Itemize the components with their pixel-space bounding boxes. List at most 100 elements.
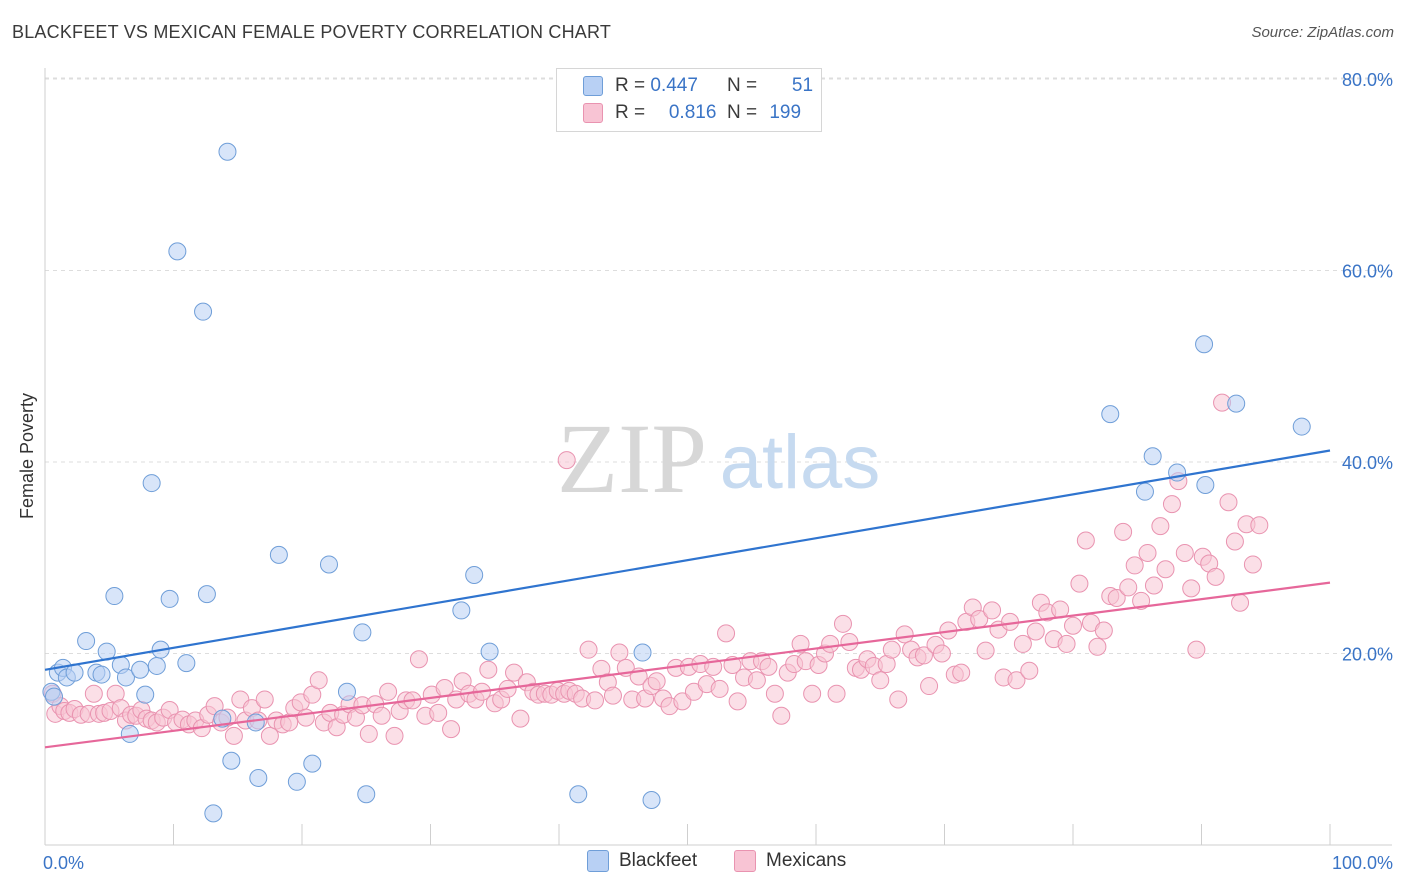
source-label: Source: ZipAtlas.com [1251, 24, 1394, 41]
y-axis-label: Female Poverty [17, 393, 37, 519]
mexicans-point [1182, 579, 1201, 598]
blackfeet-point [177, 654, 196, 673]
legend-n-value: 51 [791, 75, 814, 96]
mexicans-point [260, 726, 279, 745]
mexicans-point [479, 660, 498, 679]
mexicans-point [1125, 556, 1144, 575]
mexicans-point [1132, 591, 1151, 610]
y-tick-label: 60.0% [1342, 262, 1393, 282]
blackfeet-point [1101, 405, 1120, 424]
blackfeet-point [197, 585, 216, 604]
legend-item-blackfeet[interactable]: Blackfeet [587, 850, 697, 872]
mexicans-point [673, 692, 692, 711]
mexicans-point [1138, 543, 1157, 562]
mexicans-point [1156, 560, 1175, 579]
mexicans-point [1107, 588, 1126, 607]
tick-labels: 20.0% 40.0% 60.0% 80.0% 0.0% 100.0% [43, 70, 1393, 873]
mexicans-point [1225, 532, 1244, 551]
legend-item-mexicans[interactable]: Mexicans [734, 850, 846, 872]
mexicans-point [759, 657, 778, 676]
chart-title: BLACKFEET VS MEXICAN FEMALE POVERTY CORR… [12, 22, 612, 42]
grid-lines [45, 77, 1392, 654]
mexicans-point [1151, 517, 1170, 536]
legend-row-blackfeet: R = 0.447 N = 51 [583, 73, 813, 99]
blackfeet-point [1195, 335, 1214, 354]
mexicans-point [1088, 637, 1107, 656]
mexicans-point [889, 690, 908, 709]
mexicans-point [1219, 493, 1238, 512]
mexicans-point [1162, 495, 1181, 514]
mexicans-point [914, 646, 933, 665]
y-tick-label: 20.0% [1342, 645, 1393, 665]
mexicans-point [296, 708, 315, 727]
mexicans-point [505, 663, 524, 682]
axes [44, 68, 1392, 846]
mexicans-point [442, 720, 461, 739]
legend-r-label: R = [615, 102, 646, 123]
blackfeet-point [246, 713, 265, 732]
blackfeet-point [213, 709, 232, 728]
blackfeet-point [249, 768, 268, 787]
mexicans-point [610, 643, 629, 662]
mexicans-point [717, 624, 736, 643]
y-tick-label: 40.0% [1342, 453, 1393, 473]
blackfeet-point [303, 754, 322, 773]
mexicans-point [409, 650, 428, 669]
x-tick-label: 100.0% [1332, 853, 1393, 873]
watermark: ZIP atlas [557, 403, 880, 514]
legend-label-blackfeet: Blackfeet [619, 850, 698, 871]
blackfeet-point [269, 545, 288, 564]
blackfeet-point [44, 687, 63, 706]
mexicans-point [827, 684, 846, 703]
y-tick-label: 80.0% [1342, 70, 1393, 90]
mexicans-point [1175, 543, 1194, 562]
mexicans-point [952, 663, 971, 682]
mexicans-point [1243, 555, 1262, 574]
mexicans-point [932, 644, 951, 663]
mexicans-point [710, 679, 729, 698]
mexicans-point [1114, 522, 1133, 541]
mexicans-point [821, 634, 840, 653]
mexicans-point [372, 706, 391, 725]
blackfeet-point [287, 772, 306, 791]
blackfeet-point [1135, 482, 1154, 501]
trend-lines [44, 449, 1331, 749]
blackfeet-point [1143, 447, 1162, 466]
mexicans-point [379, 682, 398, 701]
blackfeet-point [319, 555, 338, 574]
mexicans-point [1094, 621, 1113, 640]
legend-r-label: R = [615, 75, 646, 96]
blackfeet-point [357, 785, 376, 804]
mexicans-point [920, 677, 939, 696]
mexicans-point [429, 703, 448, 722]
mexicans-point [579, 640, 598, 659]
blackfeet-point [194, 302, 213, 321]
mexicans-point [976, 641, 995, 660]
x-tick-label: 0.0% [43, 853, 84, 873]
mexicans-point [882, 640, 901, 659]
mexicans-point [895, 625, 914, 644]
mexicans-point [803, 684, 822, 703]
blackfeet-point [633, 643, 652, 662]
blackfeet-point [218, 142, 237, 161]
mexicans-point [728, 692, 747, 711]
blackfeet-point [204, 804, 223, 823]
blackfeet-point [1292, 417, 1311, 436]
blackfeet-point [142, 474, 161, 493]
mexicans-point [833, 614, 852, 633]
mexicans-point [1026, 622, 1045, 641]
blackfeet-trend-line [44, 449, 1331, 671]
mexicans-point [511, 709, 530, 728]
blackfeet-point [353, 623, 372, 642]
legend-row-mexicans: R = 0.816 N = 199 [583, 100, 801, 126]
mexicans-point [1020, 661, 1039, 680]
mexicans-point [772, 706, 791, 725]
mexicans-point [1064, 616, 1082, 635]
legend-n-label: N = [726, 102, 758, 123]
mexicans-point [585, 691, 604, 710]
mexicans-point [765, 684, 784, 703]
correlation-legend: R = 0.447 N = 51 R = 0.816 N = 199 [556, 68, 822, 132]
blackfeet-point [569, 785, 588, 804]
mexicans-point [385, 726, 404, 745]
